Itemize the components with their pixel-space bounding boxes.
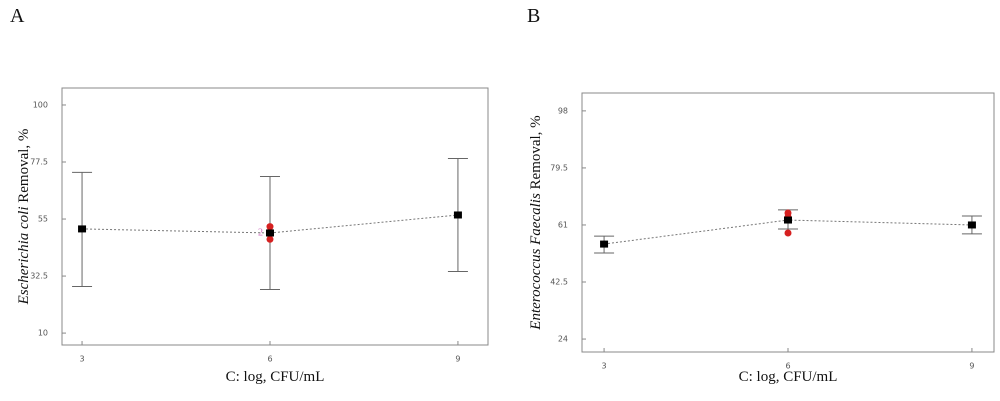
replicate-point [784,229,792,237]
y-tick-label: 77.5 [30,158,48,167]
x-tick-label: 9 [969,362,974,371]
x-tick-label: 3 [80,355,85,364]
mean-point [600,240,609,248]
plot-frame [61,87,489,346]
mean-point [78,225,87,233]
mean-point [265,229,274,237]
y-tick-label: 61 [558,220,568,229]
y-axis-label-rest: Removal, % [16,129,32,203]
x-tick-label: 6 [267,355,272,364]
y-tick-label: 98 [558,106,568,115]
x-tick-label: 6 [785,362,790,371]
y-tick-label: 79.5 [550,163,568,172]
replicate-point [266,235,274,243]
x-tick-label: 9 [455,355,460,364]
y-tick-label: 42.5 [550,278,568,287]
y-axis-label-italic: Escherichia coli [16,207,32,306]
y-tick-label: 55 [38,215,48,224]
mean-point [453,211,462,219]
panel-label: B [527,5,540,27]
x-tick-label: 3 [602,362,607,371]
mean-point [967,221,976,229]
replicate-point [266,223,274,231]
y-tick-label: 32.5 [30,272,48,281]
point-label: 2 [258,227,263,238]
panel-label: A [10,5,25,27]
y-tick-label: 100 [33,100,48,109]
y-axis-label: Escherichia coli Removal, % [16,129,32,306]
x-axis-label: C: log, CFU/mL [226,369,325,385]
y-tick-label: 24 [558,335,568,344]
y-axis-label-italic: Enterococcus Faecalis [528,193,544,331]
series-line [82,214,458,234]
x-axis-label: C: log, CFU/mL [739,369,838,385]
y-axis-label: Enterococcus Faecalis Removal, % [528,115,544,330]
y-axis-label-rest: Removal, % [528,115,544,189]
y-tick-label: 10 [38,329,48,338]
mean-point [784,216,792,224]
